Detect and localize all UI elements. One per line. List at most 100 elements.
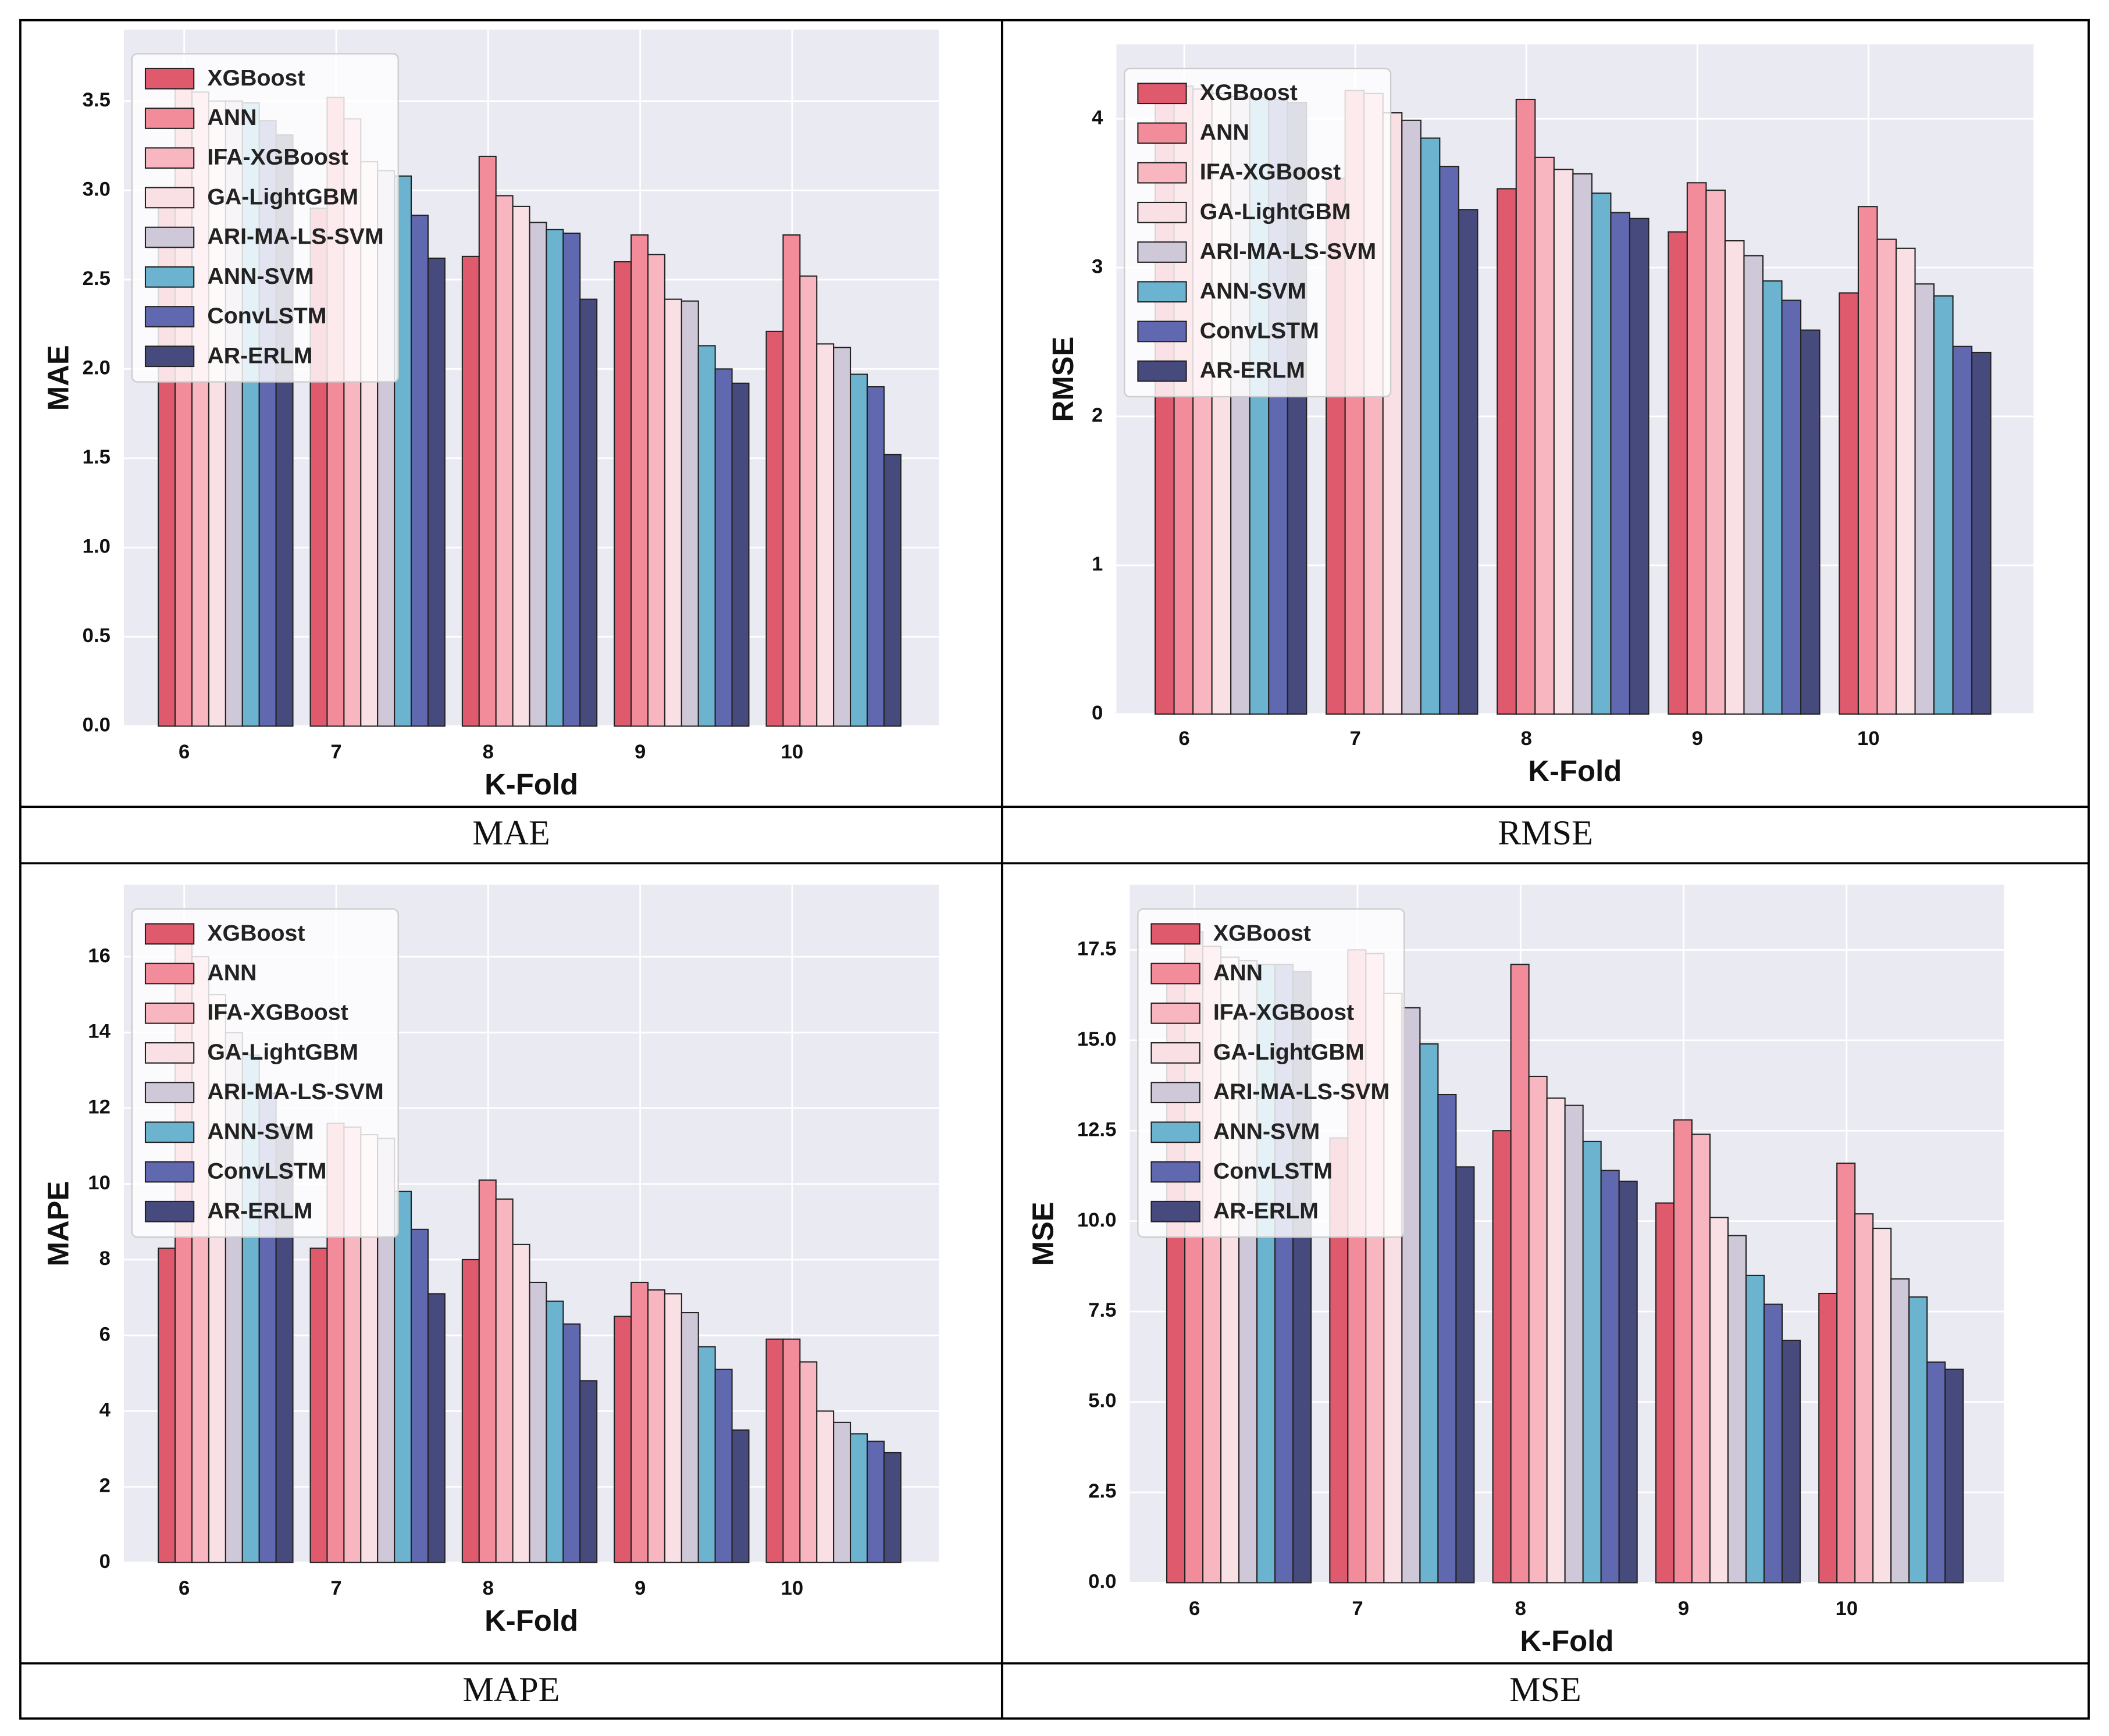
y-axis-title: MAPE: [42, 1181, 75, 1267]
bar: [1458, 209, 1479, 715]
bar: [529, 222, 547, 727]
y-tick-label: 2.0: [83, 357, 111, 379]
legend-label: ANN: [1200, 119, 1249, 145]
legend-label: IFA-XGBoost: [1200, 159, 1341, 185]
legend-swatch: [1137, 241, 1187, 263]
bar: [866, 386, 885, 727]
x-tick-label: 8: [483, 741, 494, 763]
bar: [1534, 156, 1555, 715]
bar: [1600, 1170, 1620, 1584]
x-axis-title: K-Fold: [484, 768, 578, 801]
bar: [1763, 1303, 1783, 1584]
bar: [1952, 345, 1973, 715]
bar: [410, 215, 429, 727]
bar: [495, 195, 514, 727]
bar: [1839, 292, 1859, 715]
bar: [1933, 295, 1954, 715]
bar: [614, 261, 632, 727]
bar: [1762, 280, 1783, 715]
bar: [529, 1281, 547, 1563]
bar: [664, 1293, 682, 1563]
bar: [697, 345, 716, 727]
legend-swatch: [144, 67, 195, 90]
legend-swatch: [144, 963, 195, 985]
legend-label: ANN: [1213, 960, 1263, 986]
y-tick-label: 0: [99, 1550, 111, 1573]
y-tick-label: 17.5: [1077, 937, 1116, 960]
panel-caption: MAPE: [462, 1670, 560, 1709]
bar: [782, 234, 801, 727]
x-tick-label: 7: [330, 741, 341, 763]
legend-swatch: [1150, 1042, 1200, 1064]
y-tick-label: 0.0: [83, 714, 111, 736]
legend-swatch: [144, 345, 195, 368]
y-tick-label: 16: [88, 944, 111, 967]
x-tick-label: 7: [1349, 728, 1360, 750]
legend-label: XGBoost: [1213, 920, 1311, 946]
bar: [1546, 1097, 1566, 1584]
legend-label: XGBoost: [207, 65, 305, 91]
x-tick-label: 7: [330, 1577, 341, 1599]
legend-swatch: [1137, 281, 1187, 303]
legend-label: ANN-SVM: [207, 1118, 314, 1144]
bar: [731, 1429, 750, 1563]
x-tick-label: 6: [1178, 728, 1189, 750]
legend-label: ConvLSTM: [207, 303, 326, 329]
legend-swatch: [144, 923, 195, 945]
legend-label: AR-ERLM: [207, 343, 312, 368]
legend-label: ARI-MA-LS-SVM: [1213, 1079, 1390, 1104]
bar: [1872, 1228, 1892, 1584]
bar: [883, 1452, 902, 1563]
legend-swatch: [1137, 360, 1187, 382]
bar: [394, 1190, 412, 1563]
legend-label: ANN: [207, 960, 256, 986]
y-tick-label: 6: [99, 1323, 111, 1345]
legend-swatch: [1150, 1002, 1200, 1024]
x-axis-title: K-Fold: [1528, 754, 1622, 787]
legend-label: GA-LightGBM: [207, 184, 358, 209]
legend-swatch: [1150, 1082, 1200, 1104]
bar: [1724, 240, 1745, 715]
bar: [714, 1368, 733, 1563]
y-tick-label: 4: [99, 1399, 111, 1421]
y-axis-title: MAE: [42, 345, 75, 411]
bar: [427, 1293, 446, 1563]
legend-swatch: [1137, 201, 1187, 223]
legend-swatch: [144, 1082, 195, 1104]
bar: [1528, 1075, 1548, 1584]
bar: [1610, 212, 1631, 715]
x-axis-title: K-Fold: [484, 1604, 578, 1637]
bar: [1492, 1130, 1512, 1584]
legend-label: ARI-MA-LS-SVM: [1200, 238, 1376, 264]
bar: [1655, 1202, 1675, 1584]
y-tick-label: 10.0: [1077, 1209, 1116, 1231]
bar: [1553, 169, 1574, 715]
x-tick-label: 8: [1521, 728, 1532, 750]
bar: [799, 1361, 818, 1563]
legend-swatch: [144, 1200, 195, 1222]
bar: [681, 300, 699, 727]
bar: [1926, 1361, 1946, 1584]
y-axis-title: MSE: [1026, 1202, 1059, 1266]
bar: [850, 373, 868, 727]
legend-label: AR-ERLM: [207, 1198, 312, 1224]
bar: [1908, 1296, 1928, 1584]
x-tick-label: 6: [179, 741, 190, 763]
legend-swatch: [144, 1161, 195, 1183]
y-tick-label: 0.5: [83, 625, 111, 647]
bar: [1673, 1119, 1693, 1584]
legend-label: GA-LightGBM: [207, 1039, 358, 1065]
legend-label: XGBoost: [207, 920, 305, 946]
bar: [1800, 329, 1821, 715]
x-tick-label: 10: [1857, 728, 1880, 750]
legend-label: ANN: [207, 105, 256, 130]
bar: [579, 298, 598, 727]
bar: [1709, 1217, 1729, 1584]
y-tick-label: 8: [99, 1247, 111, 1270]
bar: [1437, 1093, 1457, 1584]
bar: [833, 1421, 852, 1563]
y-tick-label: 12: [88, 1096, 111, 1118]
bar: [1564, 1104, 1584, 1584]
y-tick-label: 3.5: [83, 89, 111, 111]
bar: [816, 343, 835, 727]
